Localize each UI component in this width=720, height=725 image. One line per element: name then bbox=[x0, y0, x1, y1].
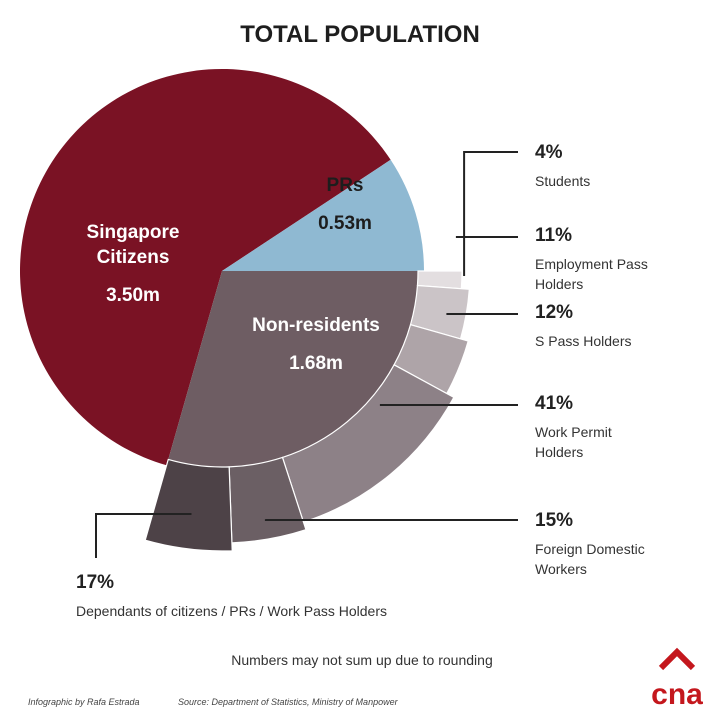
chart-title: TOTAL POPULATION bbox=[240, 21, 480, 48]
cna-logo: cna bbox=[651, 647, 703, 711]
callout-employment-pass-holders: 11% Employment Pass Holders bbox=[455, 225, 648, 292]
slice-prs bbox=[222, 159, 424, 271]
label-singapore-citizens-value: 3.50m bbox=[106, 285, 160, 306]
label-singapore-citizens-name: Singapore bbox=[87, 222, 180, 243]
slice-non-residents bbox=[166, 271, 424, 473]
main-pie bbox=[19, 68, 424, 473]
label-prs-name: PRs bbox=[327, 175, 364, 196]
segment-label: Work Permit bbox=[535, 424, 612, 440]
callout-foreign-domestic-workers: 15% Foreign Domestic Workers bbox=[264, 510, 645, 577]
slice-labels: Singapore Citizens 3.50m PRs 0.53m Non-reside… bbox=[87, 175, 380, 374]
credit-source: Source: Department of Statistics, Minist… bbox=[178, 697, 399, 707]
label-prs-value: 0.53m bbox=[318, 213, 372, 234]
segment-label: S Pass Holders bbox=[535, 333, 631, 349]
cna-logo-text: cna bbox=[651, 678, 703, 711]
rounding-note: Numbers may not sum up due to rounding bbox=[231, 652, 492, 668]
label-non-residents-value: 1.68m bbox=[289, 353, 343, 374]
ring-segment-dependants-of-citizens-prs-work-pass-holders bbox=[144, 458, 233, 552]
pct-label: 41% bbox=[535, 393, 573, 414]
callout-work-permit-holders: 41% Work Permit Holders bbox=[379, 393, 612, 460]
pct-label: 12% bbox=[535, 302, 573, 323]
callout-s-pass-holders: 12% S Pass Holders bbox=[446, 302, 631, 349]
label-non-residents: Non-residents 1.68m bbox=[252, 315, 380, 374]
slice-singapore-citizens bbox=[19, 68, 391, 466]
pct-label: 4% bbox=[535, 142, 563, 163]
leader-line bbox=[463, 151, 518, 276]
ring-callouts: 4% Students 11% Employment Pass Holders 12% S … bbox=[76, 142, 648, 619]
leader-line bbox=[264, 519, 518, 521]
pct-label: 17% bbox=[76, 572, 114, 593]
segment-label: Students bbox=[535, 173, 590, 189]
segment-label: Workers bbox=[535, 561, 587, 577]
cna-logo-chevron-icon bbox=[658, 647, 696, 671]
segment-label: Dependants of citizens / PRs / Work Pass… bbox=[76, 603, 387, 619]
segment-label: Foreign Domestic bbox=[535, 541, 645, 557]
label-prs: PRs 0.53m bbox=[318, 175, 372, 234]
pct-label: 11% bbox=[535, 225, 572, 246]
pct-label: 15% bbox=[535, 510, 573, 531]
callout-students: 4% Students bbox=[463, 142, 590, 276]
label-singapore-citizens: Singapore Citizens 3.50m bbox=[87, 222, 180, 306]
leader-line bbox=[95, 513, 192, 558]
callout-dependants-of-citizens-prs-work-pass-holders: 17% Dependants of citizens / PRs / Work P… bbox=[76, 513, 387, 619]
segment-label: Holders bbox=[535, 276, 583, 292]
label-non-residents-name: Non-residents bbox=[252, 315, 380, 336]
credit-infographic: Infographic by Rafa Estrada bbox=[28, 697, 140, 707]
segment-label: Employment Pass bbox=[535, 256, 648, 272]
segment-label: Holders bbox=[535, 444, 583, 460]
label-singapore-citizens-name: Citizens bbox=[97, 247, 170, 268]
